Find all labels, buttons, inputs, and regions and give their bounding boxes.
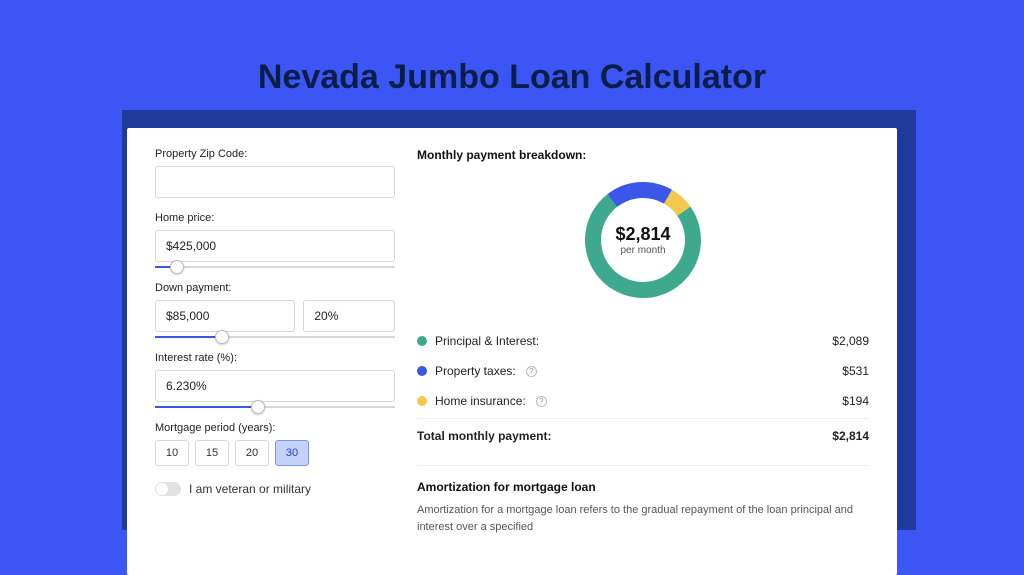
toggle-knob (156, 483, 168, 495)
breakdown-label: Home insurance: (435, 394, 526, 408)
info-icon[interactable]: ? (526, 366, 537, 377)
period-option-30[interactable]: 30 (275, 440, 309, 466)
zip-label: Property Zip Code: (155, 148, 395, 160)
donut-chart-wrap: $2,814 per month (417, 174, 869, 320)
total-value: $2,814 (832, 429, 869, 443)
zip-field: Property Zip Code: (155, 148, 395, 198)
veteran-toggle[interactable] (155, 482, 181, 496)
down-payment-percent-input[interactable] (303, 300, 395, 332)
breakdown-row: Property taxes:? $531 (417, 356, 869, 386)
down-payment-inputs (155, 300, 395, 332)
amortization-section: Amortization for mortgage loan Amortizat… (417, 465, 869, 535)
donut-center: $2,814 per month (581, 178, 705, 302)
down-payment-amount-input[interactable] (155, 300, 295, 332)
home-price-input[interactable] (155, 230, 395, 262)
calculator-card: Property Zip Code: Home price: Down paym… (127, 128, 897, 575)
interest-rate-input[interactable] (155, 370, 395, 402)
interest-rate-slider[interactable] (155, 406, 395, 408)
legend-dot (417, 366, 427, 376)
mortgage-period-label: Mortgage period (years): (155, 422, 395, 434)
breakdown-list: Principal & Interest: $2,089 Property taxe… (417, 326, 869, 451)
breakdown-label: Property taxes: (435, 364, 516, 378)
info-icon[interactable]: ? (536, 396, 547, 407)
legend-dot (417, 336, 427, 346)
breakdown-column: Monthly payment breakdown: $2,814 per mo… (417, 148, 869, 535)
breakdown-title: Monthly payment breakdown: (417, 148, 869, 162)
breakdown-value: $194 (842, 394, 869, 408)
donut-sub: per month (620, 245, 665, 256)
amortization-body: Amortization for a mortgage loan refers … (417, 502, 869, 535)
breakdown-row: Home insurance:? $194 (417, 386, 869, 416)
down-payment-label: Down payment: (155, 282, 395, 294)
inputs-column: Property Zip Code: Home price: Down paym… (155, 148, 395, 535)
amortization-title: Amortization for mortgage loan (417, 480, 869, 494)
veteran-label: I am veteran or military (189, 482, 311, 496)
legend-dot (417, 396, 427, 406)
mortgage-period-field: Mortgage period (years): 10152030 (155, 422, 395, 466)
veteran-toggle-row: I am veteran or military (155, 482, 395, 496)
breakdown-value: $531 (842, 364, 869, 378)
interest-rate-label: Interest rate (%): (155, 352, 395, 364)
home-price-slider[interactable] (155, 266, 395, 268)
mortgage-period-options: 10152030 (155, 440, 395, 466)
zip-input[interactable] (155, 166, 395, 198)
down-payment-slider[interactable] (155, 336, 395, 338)
breakdown-value: $2,089 (832, 334, 869, 348)
breakdown-label: Principal & Interest: (435, 334, 539, 348)
period-option-10[interactable]: 10 (155, 440, 189, 466)
total-label: Total monthly payment: (417, 429, 551, 443)
breakdown-row: Principal & Interest: $2,089 (417, 326, 869, 356)
home-price-field: Home price: (155, 212, 395, 268)
period-option-15[interactable]: 15 (195, 440, 229, 466)
breakdown-total-row: Total monthly payment: $2,814 (417, 418, 869, 451)
down-payment-field: Down payment: (155, 282, 395, 338)
period-option-20[interactable]: 20 (235, 440, 269, 466)
interest-rate-field: Interest rate (%): (155, 352, 395, 408)
page-title: Nevada Jumbo Loan Calculator (0, 0, 1024, 123)
donut-chart: $2,814 per month (581, 178, 705, 302)
home-price-label: Home price: (155, 212, 395, 224)
donut-amount: $2,814 (615, 224, 670, 245)
